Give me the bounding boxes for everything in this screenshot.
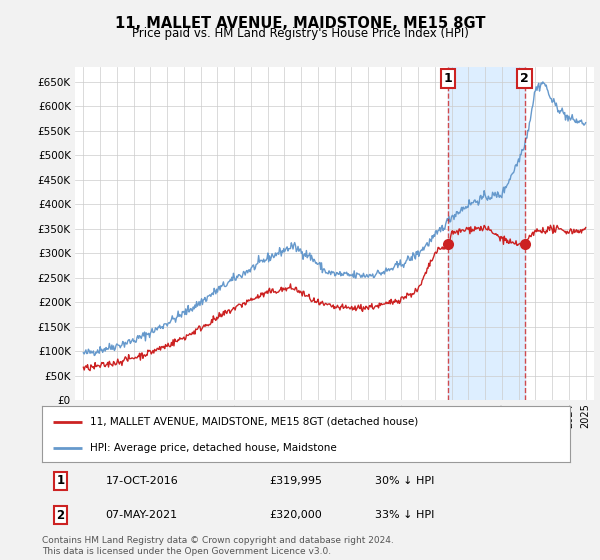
Text: 11, MALLET AVENUE, MAIDSTONE, ME15 8GT: 11, MALLET AVENUE, MAIDSTONE, ME15 8GT (115, 16, 485, 31)
Text: £319,995: £319,995 (269, 476, 322, 486)
Text: Price paid vs. HM Land Registry's House Price Index (HPI): Price paid vs. HM Land Registry's House … (131, 27, 469, 40)
Text: HPI: Average price, detached house, Maidstone: HPI: Average price, detached house, Maid… (89, 443, 336, 453)
Text: £320,000: £320,000 (269, 510, 322, 520)
Text: 33% ↓ HPI: 33% ↓ HPI (374, 510, 434, 520)
Text: 2: 2 (520, 72, 529, 85)
Text: 07-MAY-2021: 07-MAY-2021 (106, 510, 178, 520)
Text: 1: 1 (56, 474, 65, 487)
Text: Contains HM Land Registry data © Crown copyright and database right 2024.
This d: Contains HM Land Registry data © Crown c… (42, 536, 394, 556)
Text: 1: 1 (444, 72, 453, 85)
Bar (448, 67, 524, 400)
Text: 11, MALLET AVENUE, MAIDSTONE, ME15 8GT (detached house): 11, MALLET AVENUE, MAIDSTONE, ME15 8GT (… (89, 417, 418, 427)
Text: 17-OCT-2016: 17-OCT-2016 (106, 476, 178, 486)
Text: 2: 2 (56, 508, 65, 521)
Text: 30% ↓ HPI: 30% ↓ HPI (374, 476, 434, 486)
